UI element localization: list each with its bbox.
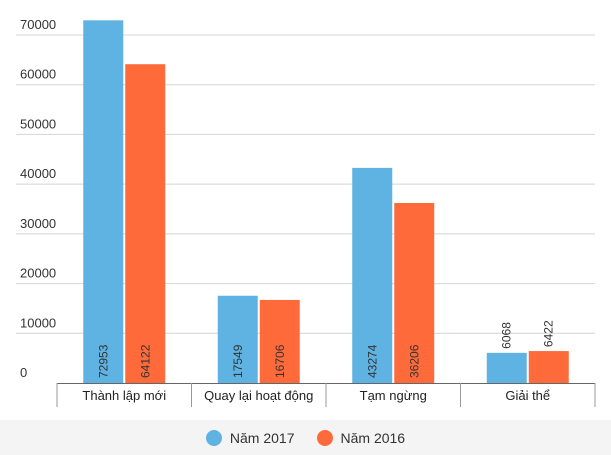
bar-2017 xyxy=(486,352,527,383)
bar-2017 xyxy=(83,20,124,384)
legend-label-2017: Năm 2017 xyxy=(229,429,295,446)
bar-2016 xyxy=(125,64,166,384)
y-tick-label: 30000 xyxy=(20,216,56,231)
bar-2017 xyxy=(352,167,393,383)
bar-value-label: 17549 xyxy=(231,344,245,378)
y-tick-label: 10000 xyxy=(20,315,56,330)
x-category-label: Thành lập mới xyxy=(82,388,166,403)
x-category-label: Giải thể xyxy=(505,388,550,403)
bars: 72953 64122 17549 16706 43274 36206 6068 6422 xyxy=(83,20,569,384)
x-category-label: Quay lại hoạt động xyxy=(204,388,313,403)
bar-2016 xyxy=(259,299,300,383)
legend: Năm 2017 Năm 2016 xyxy=(0,420,611,455)
bar-value-label: 72953 xyxy=(96,344,110,378)
bar-value-label: 6422 xyxy=(542,320,556,347)
legend-item-2017: Năm 2017 xyxy=(205,429,295,446)
bar-value-label: 36206 xyxy=(407,344,421,378)
legend-swatch-2016 xyxy=(316,429,333,446)
x-axis: Thành lập mới Quay lại hoạt động Tạm ngừng… xyxy=(56,383,596,407)
legend-label-2016: Năm 2016 xyxy=(340,429,406,446)
y-tick-label: 50000 xyxy=(20,116,56,131)
bar-value-label: 6068 xyxy=(500,322,514,349)
y-tick-label: 0 xyxy=(20,365,27,380)
bar-value-label: 64122 xyxy=(138,344,152,378)
y-tick-label: 60000 xyxy=(20,67,56,82)
y-tick-label: 40000 xyxy=(20,166,56,181)
bar-2016 xyxy=(394,203,435,383)
y-tick-label: 70000 xyxy=(20,17,56,32)
bar-value-label: 16706 xyxy=(273,344,287,378)
legend-swatch-2017 xyxy=(205,429,222,446)
bar-2017 xyxy=(217,295,258,383)
bar-chart: 0 10000 20000 30000 40000 50000 60000 70000 729… xyxy=(16,17,596,407)
bar-value-label: 43274 xyxy=(365,344,379,378)
y-axis-tick-labels: 0 10000 20000 30000 40000 50000 60000 70000 xyxy=(20,17,56,380)
legend-item-2016: Năm 2016 xyxy=(316,429,406,446)
y-tick-label: 20000 xyxy=(20,266,56,281)
bar-2016 xyxy=(528,351,569,383)
x-category-label: Tạm ngừng xyxy=(360,388,427,403)
